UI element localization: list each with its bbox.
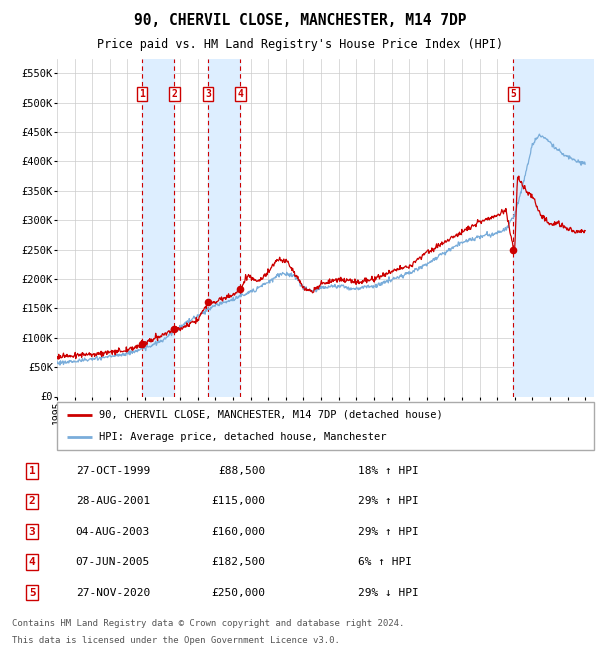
Text: 07-JUN-2005: 07-JUN-2005	[76, 557, 150, 567]
Text: 29% ↓ HPI: 29% ↓ HPI	[358, 588, 418, 597]
Text: £182,500: £182,500	[211, 557, 265, 567]
Bar	[142, 58, 175, 396]
Text: 29% ↑ HPI: 29% ↑ HPI	[358, 526, 418, 537]
Text: 4: 4	[238, 89, 244, 99]
Text: This data is licensed under the Open Government Licence v3.0.: This data is licensed under the Open Gov…	[12, 636, 340, 645]
Text: 6% ↑ HPI: 6% ↑ HPI	[358, 557, 412, 567]
Text: Contains HM Land Registry data © Crown copyright and database right 2024.: Contains HM Land Registry data © Crown c…	[12, 619, 404, 628]
Text: 5: 5	[511, 89, 516, 99]
Text: 1: 1	[139, 89, 145, 99]
Text: 90, CHERVIL CLOSE, MANCHESTER, M14 7DP (detached house): 90, CHERVIL CLOSE, MANCHESTER, M14 7DP (…	[99, 410, 443, 420]
Text: 04-AUG-2003: 04-AUG-2003	[76, 526, 150, 537]
Text: 27-OCT-1999: 27-OCT-1999	[76, 466, 150, 476]
Text: £250,000: £250,000	[211, 588, 265, 597]
Text: 5: 5	[29, 588, 35, 597]
Text: HPI: Average price, detached house, Manchester: HPI: Average price, detached house, Manc…	[99, 432, 386, 442]
Text: 18% ↑ HPI: 18% ↑ HPI	[358, 466, 418, 476]
Text: 27-NOV-2020: 27-NOV-2020	[76, 588, 150, 597]
Text: 3: 3	[29, 526, 35, 537]
Text: 2: 2	[29, 497, 35, 506]
Text: Price paid vs. HM Land Registry's House Price Index (HPI): Price paid vs. HM Land Registry's House …	[97, 38, 503, 51]
Text: 2: 2	[172, 89, 178, 99]
Text: 90, CHERVIL CLOSE, MANCHESTER, M14 7DP: 90, CHERVIL CLOSE, MANCHESTER, M14 7DP	[134, 13, 466, 28]
Text: 4: 4	[29, 557, 35, 567]
Text: 1: 1	[29, 466, 35, 476]
Text: 3: 3	[205, 89, 211, 99]
Bar	[514, 58, 594, 396]
Text: £160,000: £160,000	[211, 526, 265, 537]
Bar	[208, 58, 241, 396]
Text: £115,000: £115,000	[211, 497, 265, 506]
Text: £88,500: £88,500	[218, 466, 265, 476]
Text: 29% ↑ HPI: 29% ↑ HPI	[358, 497, 418, 506]
FancyBboxPatch shape	[57, 402, 594, 450]
Text: 28-AUG-2001: 28-AUG-2001	[76, 497, 150, 506]
